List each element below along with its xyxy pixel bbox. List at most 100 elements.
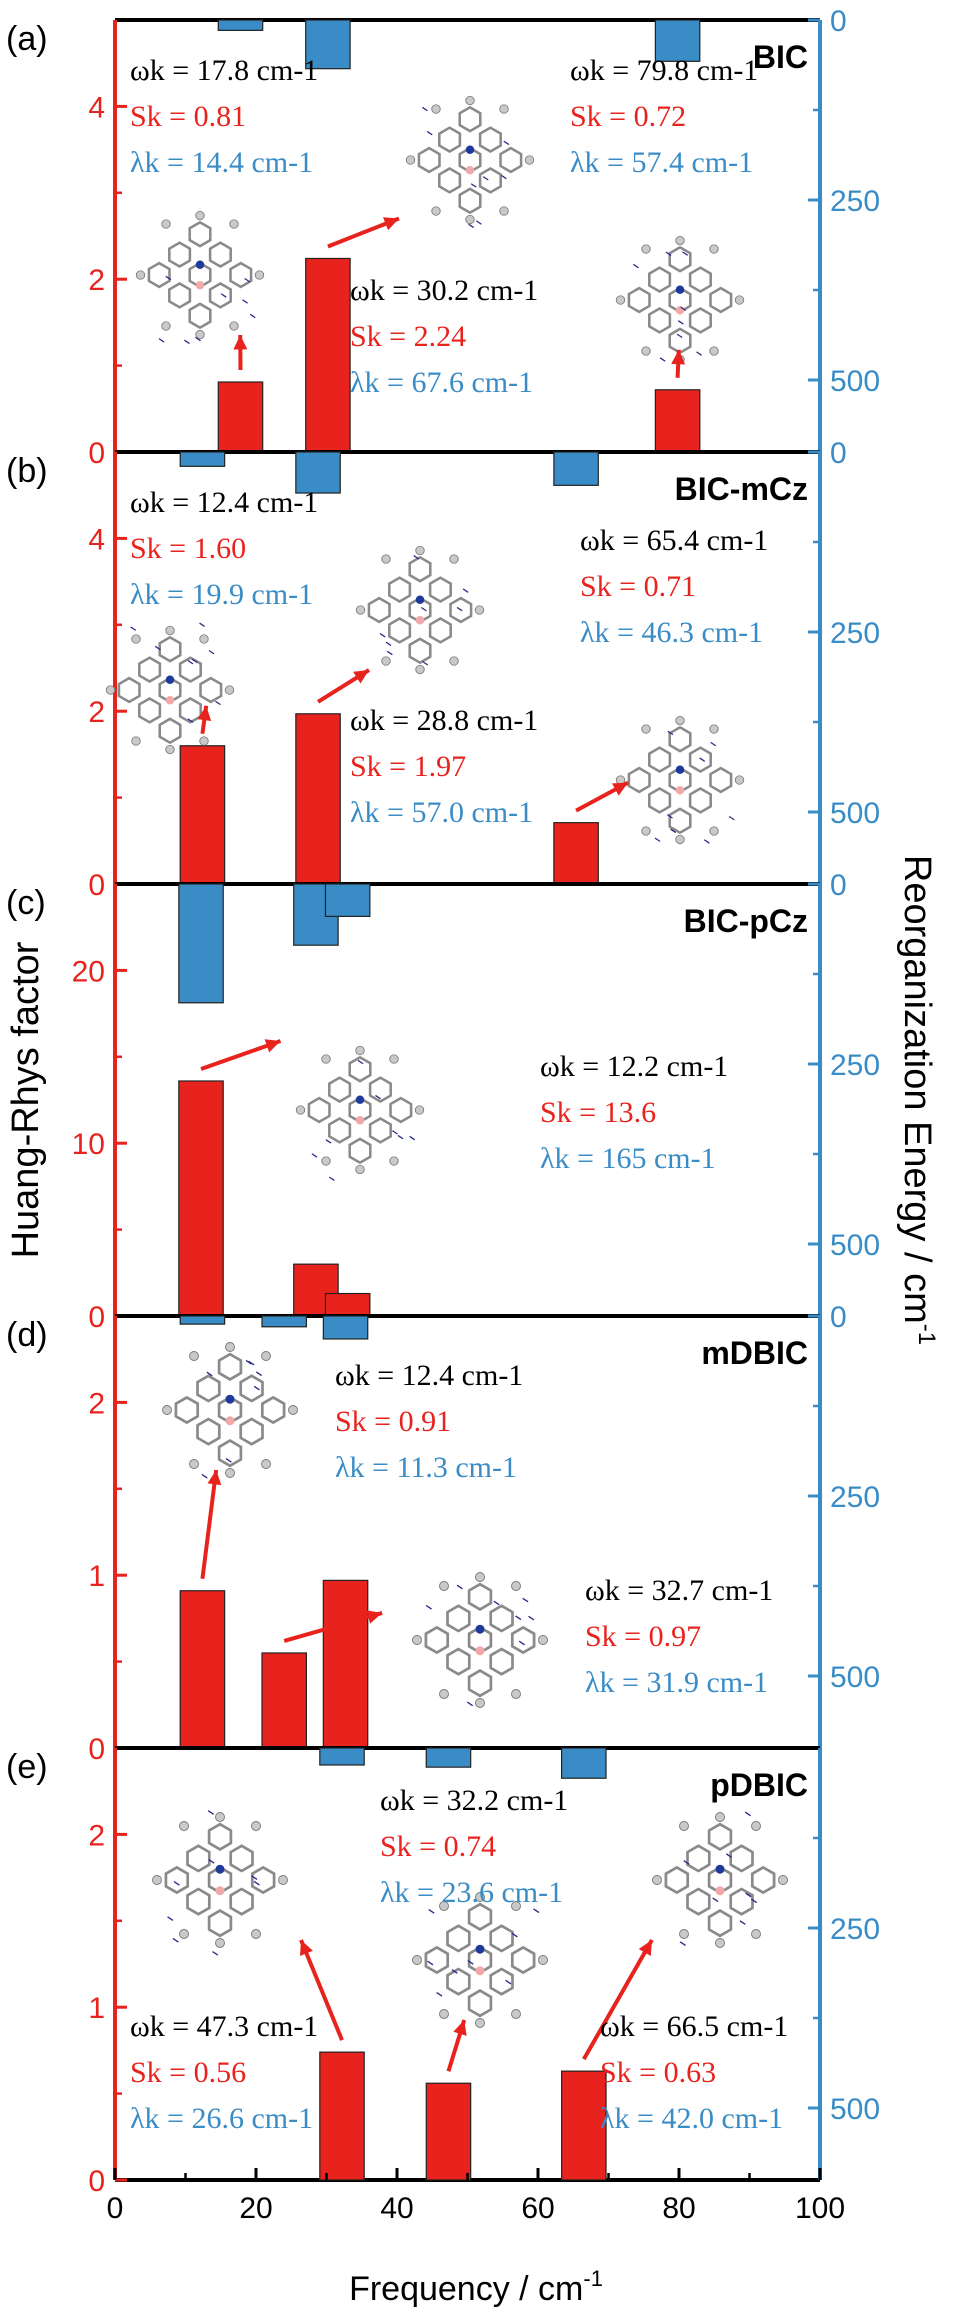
molecule-displacement-vector: [704, 840, 709, 843]
right-tick-label: 500: [830, 1229, 880, 1262]
molecule-atom: [500, 207, 509, 216]
molecule-ring: [629, 768, 650, 792]
molecule-boron: [196, 281, 205, 290]
molecule-atom: [642, 347, 651, 356]
molecule-displacement-vector: [392, 1131, 397, 1134]
molecule-ring: [139, 699, 160, 723]
molecule-displacement-vector: [254, 1386, 259, 1390]
left-tick-label: 1: [88, 1560, 105, 1593]
huang-rhys-bar: [320, 2052, 364, 2180]
molecule-atom: [752, 1822, 761, 1831]
molecule-name-label: mDBIC: [701, 1335, 808, 1371]
lambda-label: λk = 31.9 cm-1: [585, 1666, 768, 1699]
huang-rhys-bar: [426, 2083, 470, 2180]
huang-rhys-bar: [179, 1081, 223, 1316]
molecule-atom: [710, 827, 719, 836]
molecule-displacement-vector: [469, 224, 474, 227]
huang-rhys-bar: [325, 1294, 369, 1316]
molecule-ring: [188, 1846, 210, 1871]
molecule-ring: [469, 1991, 491, 2016]
molecule-atom: [653, 1876, 662, 1885]
huang-rhys-bar: [306, 258, 350, 452]
molecule-boron: [476, 1966, 485, 1975]
reorganization-bar: [323, 1316, 367, 1339]
molecule-boron: [676, 786, 685, 795]
molecule-ring: [670, 809, 691, 833]
molecule-displacement-vector: [467, 1702, 472, 1706]
molecule-displacement-vector: [387, 651, 392, 654]
molecule-ring: [350, 1057, 371, 1081]
pointer-arrow: [448, 2020, 466, 2071]
molecule-boron: [216, 1886, 225, 1895]
x-axis-label-sup: -1: [583, 2266, 603, 2291]
molecule-displacement-vector: [427, 131, 432, 134]
molecule-ring: [670, 329, 691, 353]
molecule-displacement-vector: [476, 221, 481, 224]
molecule-atom: [710, 245, 719, 254]
molecule-atom: [196, 330, 205, 339]
molecule-displacement-vector: [516, 1616, 521, 1620]
molecule-displacement-vector: [697, 352, 702, 355]
molecule-displacement-vector: [506, 1980, 511, 1984]
mode-annotation: ωk = 32.7 cm-1Sk = 0.97λk = 31.9 cm-1: [585, 1574, 773, 1699]
molecule-ring: [460, 189, 481, 213]
molecule-nitrogen: [166, 676, 175, 685]
molecule-ring: [426, 1947, 448, 1972]
molecule-displacement-vector: [200, 623, 205, 626]
molecule-displacement-vector: [256, 1372, 261, 1376]
omega-label: ωk = 47.3 cm-1: [130, 2010, 318, 2043]
molecule-nitrogen: [676, 766, 685, 775]
molecule-atom: [190, 1460, 199, 1469]
panel-letter: (c): [6, 884, 46, 922]
left-tick-label: 0: [88, 1301, 105, 1334]
molecule-ring: [241, 1419, 263, 1444]
omega-label: ωk = 17.8 cm-1: [130, 54, 318, 87]
molecule-ring: [169, 284, 190, 308]
molecule-ring: [389, 619, 410, 643]
molecule-atom: [475, 606, 484, 615]
molecule-ring: [209, 1824, 231, 1849]
right-y-axis-label: Reorganization Energy / cm-1: [896, 855, 940, 1345]
molecule-displacement-vector: [209, 651, 214, 654]
left-tick-label: 2: [88, 1387, 105, 1420]
left-tick-label: 0: [88, 2165, 105, 2198]
arrow-head: [233, 335, 247, 349]
molecule-atom: [166, 745, 175, 754]
molecule-ring: [649, 789, 670, 813]
molecule-displacement-vector: [131, 627, 136, 630]
molecule-atom: [262, 1352, 271, 1361]
molecule-ring: [369, 598, 390, 622]
reorganization-bar: [180, 1316, 224, 1324]
lambda-label: λk = 14.4 cm-1: [130, 146, 313, 179]
molecule-ring: [752, 1867, 774, 1892]
panel-letter: (a): [6, 20, 48, 58]
molecule-nitrogen: [196, 261, 205, 270]
molecule-displacement-vector: [457, 607, 462, 610]
molecule-atom: [230, 322, 239, 331]
molecule-displacement-vector: [534, 1909, 539, 1913]
reorganization-bar: [262, 1316, 306, 1327]
molecule-displacement-vector: [422, 107, 427, 110]
molecule-ring: [210, 284, 231, 308]
molecule-atom: [262, 1460, 271, 1469]
pointer-arrow: [201, 1039, 280, 1069]
molecule-displacement-vector: [471, 184, 476, 187]
molecule-ring: [119, 678, 140, 702]
molecule-ring: [160, 719, 181, 743]
molecule-displacement-vector: [426, 1605, 431, 1609]
mode-annotation: ωk = 12.4 cm-1Sk = 0.91λk = 11.3 cm-1: [335, 1359, 523, 1484]
molecule-ring: [139, 658, 160, 682]
mode-annotation: ωk = 65.4 cm-1 Sk = 0.71 λk = 46.3 cm-1: [580, 524, 768, 649]
molecule-atom: [225, 686, 234, 695]
molecule-displacement-vector: [678, 321, 683, 324]
molecule-ring: [711, 768, 732, 792]
huang-rhys-label: Sk = 0.81: [130, 100, 246, 133]
molecule-atom: [252, 1930, 261, 1939]
molecule-structure: [163, 1343, 298, 1484]
molecule-ring: [166, 1867, 188, 1892]
molecule-nitrogen: [356, 1096, 365, 1105]
reorganization-bar: [426, 1748, 470, 1767]
molecule-name-label: BIC: [753, 39, 808, 75]
molecule-displacement-vector: [501, 175, 506, 178]
molecule-atom: [512, 1690, 521, 1699]
